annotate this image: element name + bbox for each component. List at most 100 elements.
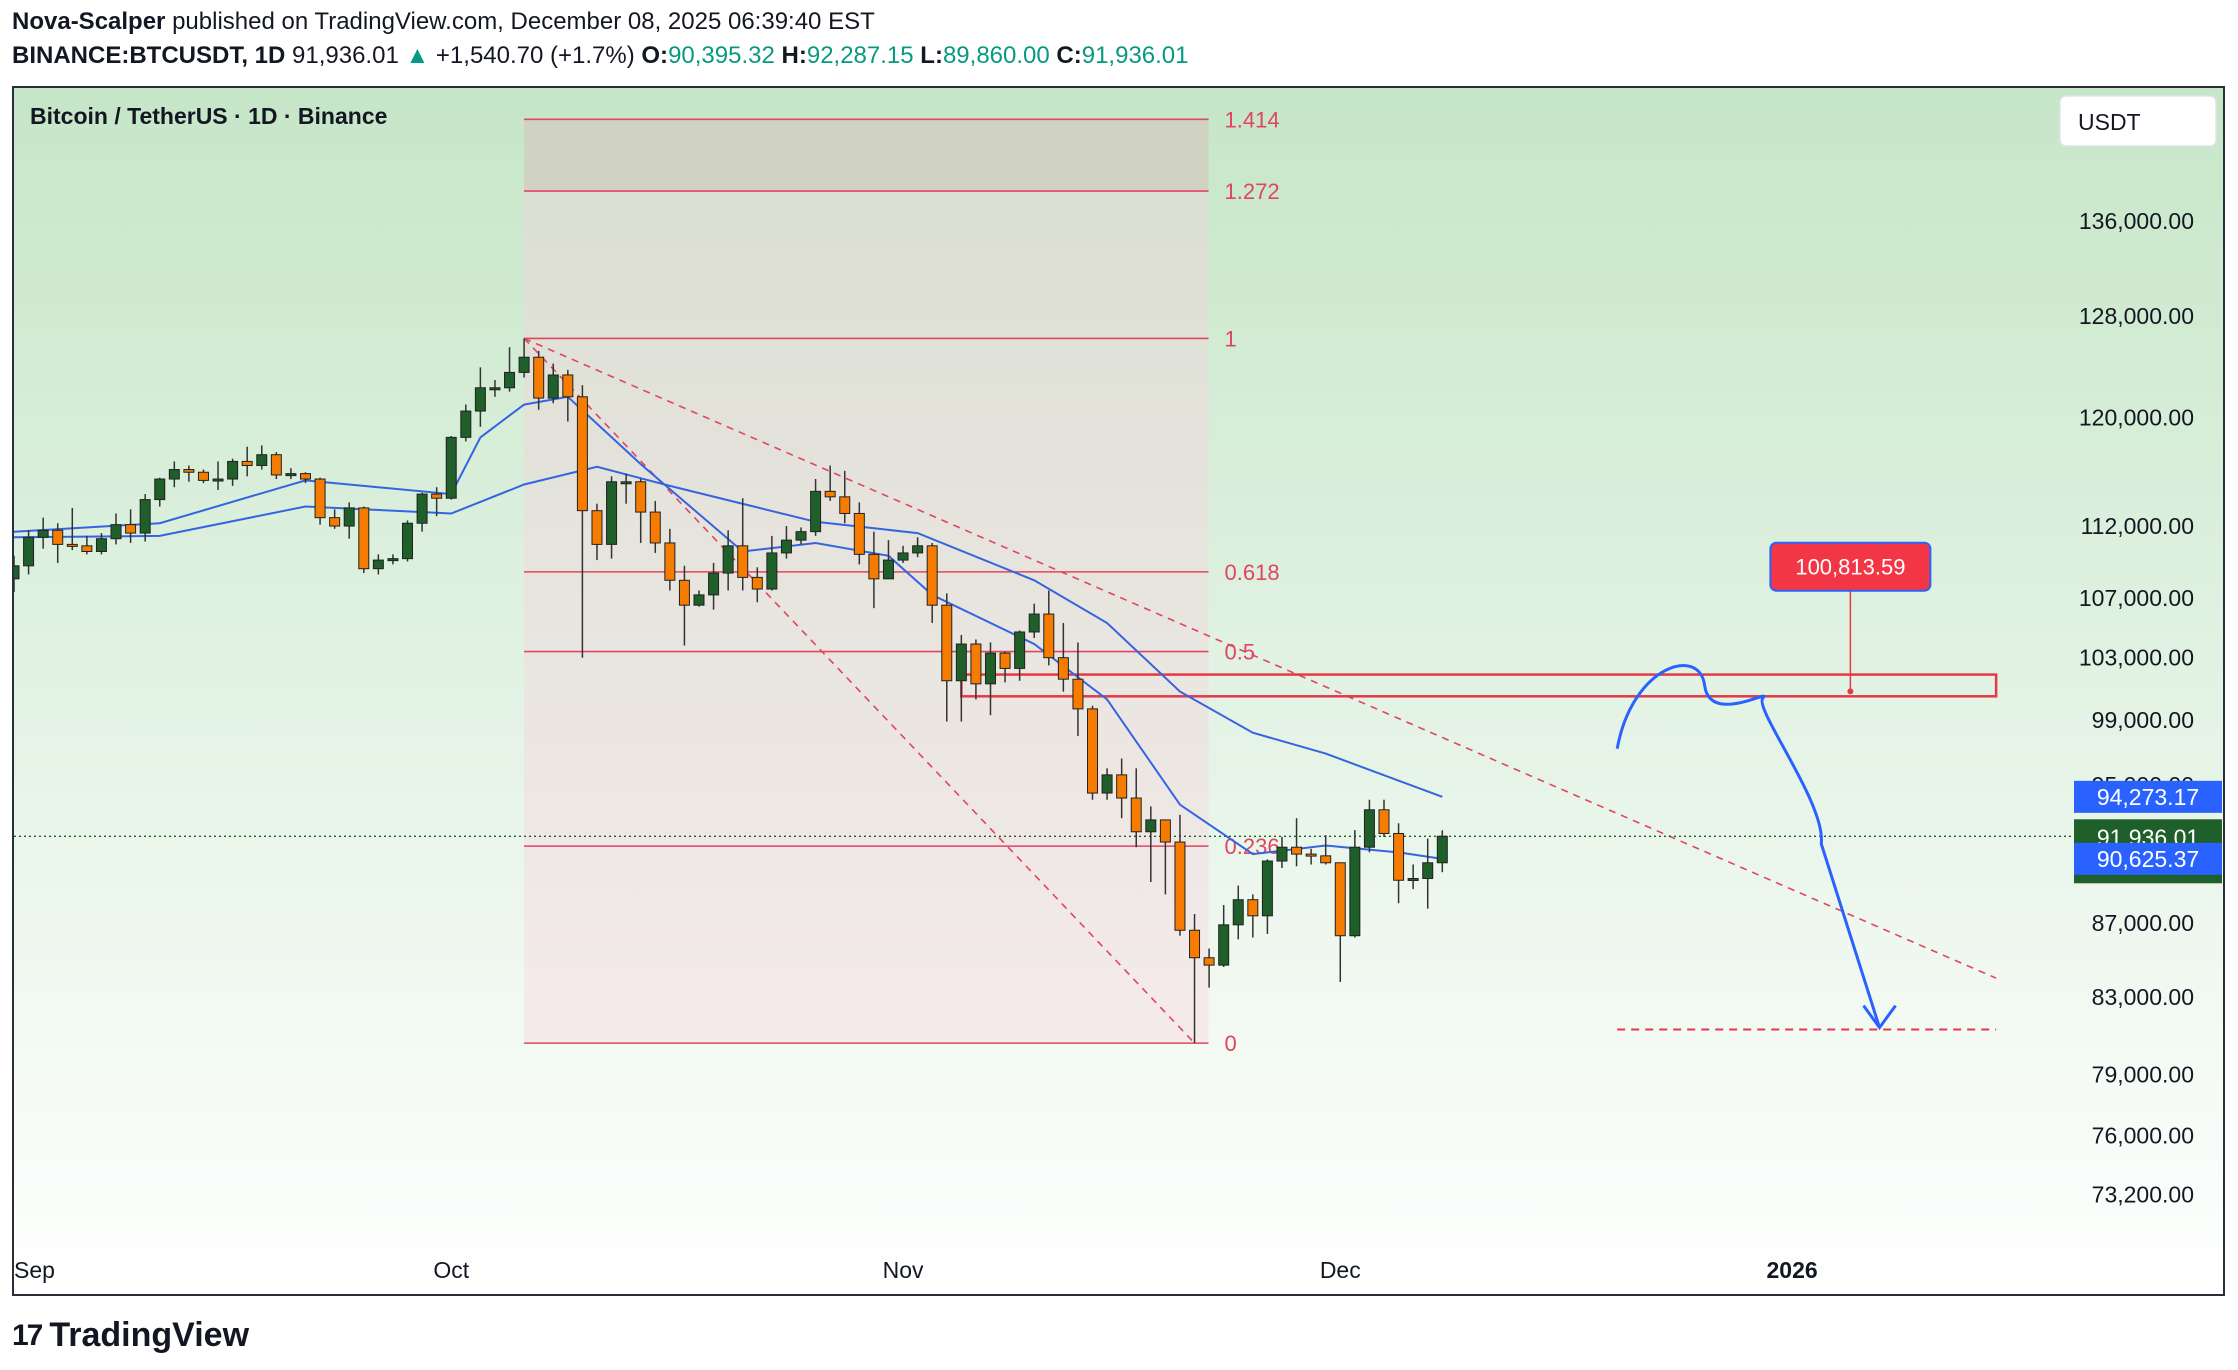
candle	[81, 535, 93, 555]
candle-body	[1028, 613, 1040, 633]
candle-body	[897, 552, 909, 561]
candle-body	[343, 507, 355, 527]
candle	[1087, 705, 1099, 800]
chart-title: Bitcoin / TetherUS · 1D · Binance	[30, 103, 387, 129]
candle	[1189, 914, 1201, 1044]
x-axis-tick: Nov	[883, 1257, 924, 1283]
candle	[402, 520, 414, 562]
candle	[810, 479, 822, 536]
candle-body	[635, 481, 647, 513]
author-name[interactable]: Nova-Scalper	[12, 8, 166, 35]
candle	[620, 473, 632, 504]
candle-body	[649, 511, 661, 544]
candle-body	[504, 371, 516, 389]
candle-body	[708, 572, 720, 596]
candle-body	[139, 499, 151, 534]
candle-body	[999, 652, 1011, 669]
candle-body	[868, 553, 880, 580]
publish-info: published on TradingView.com, December 0…	[172, 8, 875, 35]
candle	[708, 562, 720, 610]
price-chart[interactable]: 0 0.236 0.5 0.618 1 1.272 1.414 100,813.59 136,0…	[14, 88, 2223, 1294]
candle	[941, 593, 953, 722]
candle	[299, 472, 311, 484]
projection-path	[1615, 664, 1881, 1029]
tradingview-footer: 17 TradingView	[12, 1316, 249, 1355]
price-badge: 94,273.17	[2074, 780, 2222, 813]
candle-body	[372, 559, 384, 570]
candle-body	[1159, 819, 1171, 843]
candle-body	[95, 538, 107, 553]
candle-body	[1247, 899, 1259, 917]
candle-body	[1407, 877, 1419, 881]
target-price-label: 100,813.59	[1795, 555, 1905, 580]
candle-body	[52, 529, 64, 545]
fib-level-label: 1	[1225, 326, 1237, 351]
change-arrow-icon: ▲	[405, 42, 430, 69]
candle-body	[824, 490, 836, 498]
open-value: 90,395.32	[668, 42, 775, 69]
candle-body	[576, 396, 588, 512]
candle	[562, 369, 574, 422]
candle	[1203, 948, 1215, 988]
candle-body	[329, 517, 341, 527]
candle	[314, 477, 326, 525]
candle-body	[1422, 862, 1434, 879]
candle-body	[489, 387, 501, 391]
candle	[474, 367, 486, 427]
candle-body	[270, 454, 282, 476]
candle	[489, 380, 501, 397]
candle	[1320, 835, 1332, 865]
candle-body	[1189, 929, 1201, 959]
candle	[139, 494, 151, 542]
y-axis-tick: 128,000.00	[2079, 303, 2194, 329]
candle	[285, 468, 297, 480]
candle-body	[620, 481, 632, 485]
target-point	[1847, 688, 1854, 695]
candle-body	[853, 512, 865, 555]
close-value: 91,936.01	[1081, 42, 1189, 69]
last-price: 91,936.01	[292, 42, 399, 69]
candle	[1334, 862, 1346, 982]
chart-frame[interactable]: 0 0.236 0.5 0.618 1 1.272 1.414 100,813.59 136,0…	[12, 86, 2225, 1296]
candle	[751, 567, 763, 603]
candle	[1305, 848, 1317, 865]
y-axis-tick: 79,000.00	[2092, 1062, 2194, 1088]
y-axis-tick: 112,000.00	[2081, 513, 2194, 539]
candle-body	[547, 374, 559, 399]
fib-level-label: 0.5	[1225, 640, 1256, 665]
candle	[168, 461, 180, 488]
y-axis-tick: 136,000.00	[2079, 208, 2194, 234]
price-badge-label: 94,273.17	[2097, 784, 2199, 810]
candle-body	[1174, 841, 1186, 931]
currency-button[interactable]: USDT	[2059, 95, 2217, 147]
high-label: H:	[781, 42, 807, 69]
candle-body	[402, 522, 414, 560]
candle-body	[810, 490, 822, 533]
candle-body	[431, 493, 443, 499]
y-axis-tick: 99,000.00	[2092, 707, 2194, 733]
y-axis-tick: 107,000.00	[2079, 585, 2194, 611]
x-axis-tick: 2026	[1766, 1257, 1817, 1283]
candle	[547, 363, 559, 404]
candle-body	[533, 356, 545, 399]
tradingview-logo-icon: 17	[12, 1318, 43, 1352]
candle-body	[780, 539, 792, 554]
candle-body	[1291, 846, 1303, 855]
candle	[882, 540, 894, 580]
candle-body	[955, 643, 967, 682]
candle-body	[1043, 613, 1055, 659]
candle	[270, 452, 282, 480]
candle	[110, 513, 122, 545]
candle-body	[1320, 855, 1332, 864]
candle	[1247, 894, 1259, 938]
fib-level-label: 1.272	[1225, 179, 1280, 204]
candle	[926, 542, 938, 623]
candle	[635, 479, 647, 543]
candle	[197, 469, 209, 484]
candle	[95, 533, 107, 555]
tradingview-brand: TradingView	[49, 1316, 250, 1354]
candle	[1363, 799, 1375, 853]
candle-body	[110, 524, 122, 540]
candle	[387, 554, 399, 565]
candle-body	[23, 536, 35, 567]
